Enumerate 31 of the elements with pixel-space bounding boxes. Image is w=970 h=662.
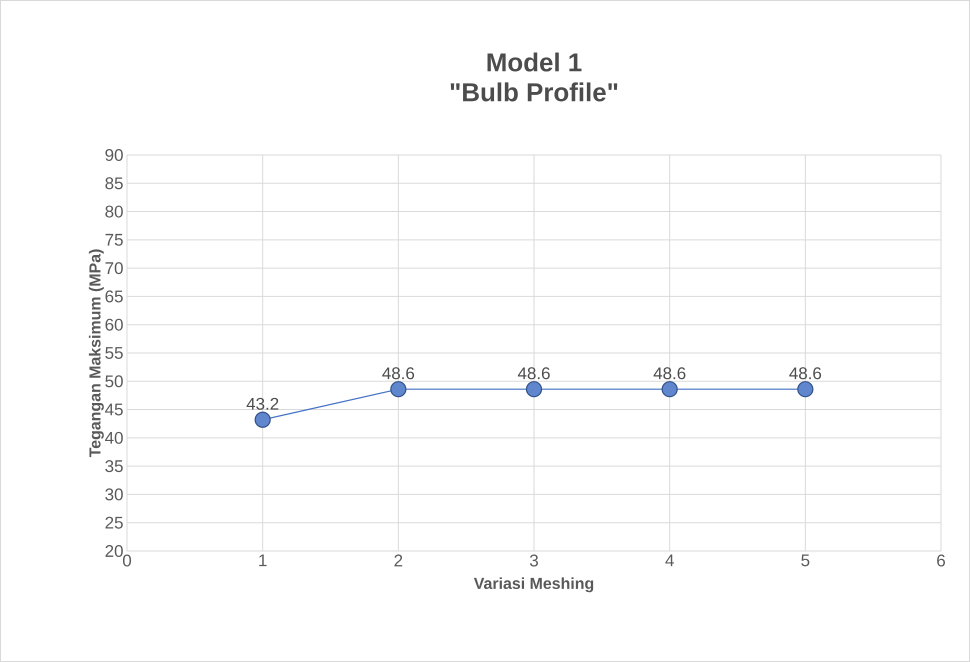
chart-title: Model 1 (488, 52, 582, 72)
y-tick-label: 25 (106, 516, 123, 529)
y-tick-label: 30 (105, 488, 123, 500)
y-tick-label: 55 (105, 347, 123, 359)
y-tick-label: 70 (106, 262, 123, 274)
y-tick-label: 80 (105, 206, 123, 218)
x-tick-label: 2 (394, 554, 402, 566)
data-label: 48.6 (518, 367, 550, 380)
x-tick-label: 4 (665, 554, 674, 566)
x-tick-label: 6 (937, 554, 945, 566)
data-label: 48.6 (382, 367, 414, 380)
y-axis-title: Tegangan Maksimum (MPa) (88, 249, 104, 458)
x-tick-label: 5 (801, 554, 810, 566)
y-tick-label: 90 (105, 148, 123, 161)
y-tick-label: 20 (106, 544, 123, 557)
data-label: 43.2 (246, 398, 278, 410)
y-tick-label: 85 (105, 177, 123, 190)
x-tick-label: 1 (259, 554, 267, 566)
y-tick-label: 50 (105, 375, 123, 388)
y-tick-label: 60 (106, 318, 123, 331)
y-tick-label: 65 (106, 290, 123, 302)
y-tick-label: 45 (105, 404, 123, 416)
chart-subtitle: "Bulb Profile" (450, 82, 618, 102)
data-label: 48.6 (654, 367, 686, 380)
x-tick-label: 0 (122, 554, 132, 566)
y-tick-label: 75 (106, 234, 123, 246)
data-label: 48.6 (789, 367, 822, 380)
x-tick-label: 3 (530, 554, 538, 566)
x-axis-title: Variasi Meshing (474, 577, 594, 592)
y-tick-label: 35 (105, 460, 123, 472)
y-tick-label: 40 (105, 432, 123, 444)
